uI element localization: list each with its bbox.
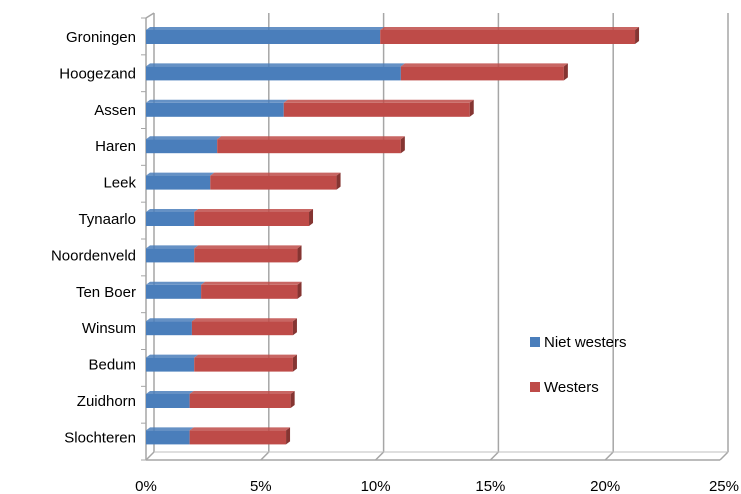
gridline-floor <box>719 451 729 461</box>
bar-niet-westers-ten-boer <box>146 281 206 299</box>
x-axis <box>141 12 728 461</box>
bar-westers-slochteren <box>189 427 291 445</box>
category-label: Noordenveld <box>51 247 136 264</box>
bar-niet-westers-winsum <box>146 318 196 336</box>
bar-niet-westers-bedum <box>146 354 199 372</box>
bar-niet-westers-zuidhorn <box>146 391 194 408</box>
gridline-floor <box>260 451 270 461</box>
category-label: Slochteren <box>64 429 136 446</box>
category-label: Winsum <box>82 320 136 337</box>
bar-niet-westers-groningen <box>146 27 385 44</box>
legend-swatch-westers <box>530 382 540 392</box>
x-tick-label: 25% <box>709 478 739 494</box>
category-label: Ten Boer <box>76 284 136 301</box>
category-label: Assen <box>94 102 136 119</box>
category-labels: Groningen Hoogezand Assen Haren Leek Tynaarlo… <box>51 29 137 446</box>
gridline-floor <box>375 451 385 461</box>
bar-niet-westers-leek <box>146 172 215 190</box>
x-tick-label: 20% <box>590 478 620 494</box>
gridline-floor <box>489 451 499 461</box>
bar-westers-ten-boer <box>201 281 302 299</box>
category-label: Tynaarlo <box>78 211 136 228</box>
x-tick-label: 5% <box>250 478 272 494</box>
legend-label-westers: Westers <box>544 379 599 396</box>
x-tick-label: 15% <box>475 478 505 494</box>
bar-westers-zuidhorn <box>189 391 295 408</box>
x-tick-label: 10% <box>361 478 391 494</box>
bar-westers-assen <box>283 99 474 117</box>
bar-niet-westers-hoogezand <box>146 63 405 81</box>
bar-westers-groningen <box>380 27 640 44</box>
tick-labels: 0% 5% 10% 15% 20% 25% <box>135 478 739 494</box>
bar-niet-westers-noordenveld <box>146 245 199 263</box>
bar-westers-haren <box>217 136 405 154</box>
category-label: Zuidhorn <box>77 393 136 410</box>
category-label: Haren <box>95 138 136 155</box>
bar-niet-westers-assen <box>146 99 288 117</box>
gridline-floor <box>604 451 614 461</box>
x-tick-label: 0% <box>135 478 157 494</box>
bar-niet-westers-slochteren <box>146 427 194 445</box>
category-label: Hoogezand <box>59 65 136 82</box>
gridlines <box>145 13 729 461</box>
bar-niet-westers-tynaarlo <box>146 209 199 226</box>
bar-westers-leek <box>210 172 341 190</box>
category-label: Leek <box>103 175 136 192</box>
legend-label-niet-westers: Niet westers <box>544 334 627 351</box>
bar-westers-bedum <box>194 354 297 372</box>
bar-westers-winsum <box>191 318 297 336</box>
legend: Niet westers Westers <box>530 334 627 396</box>
category-label: Groningen <box>66 29 136 46</box>
legend-swatch-niet-westers <box>530 337 540 347</box>
bar-westers-tynaarlo <box>194 209 314 226</box>
gridline-floor <box>145 451 155 461</box>
bar-niet-westers-haren <box>146 136 222 154</box>
category-label: Bedum <box>88 357 136 374</box>
bar-westers-noordenveld <box>194 245 302 263</box>
bar-westers-hoogezand <box>400 63 568 81</box>
bar-series <box>146 27 640 445</box>
y-axis-top <box>145 12 155 19</box>
